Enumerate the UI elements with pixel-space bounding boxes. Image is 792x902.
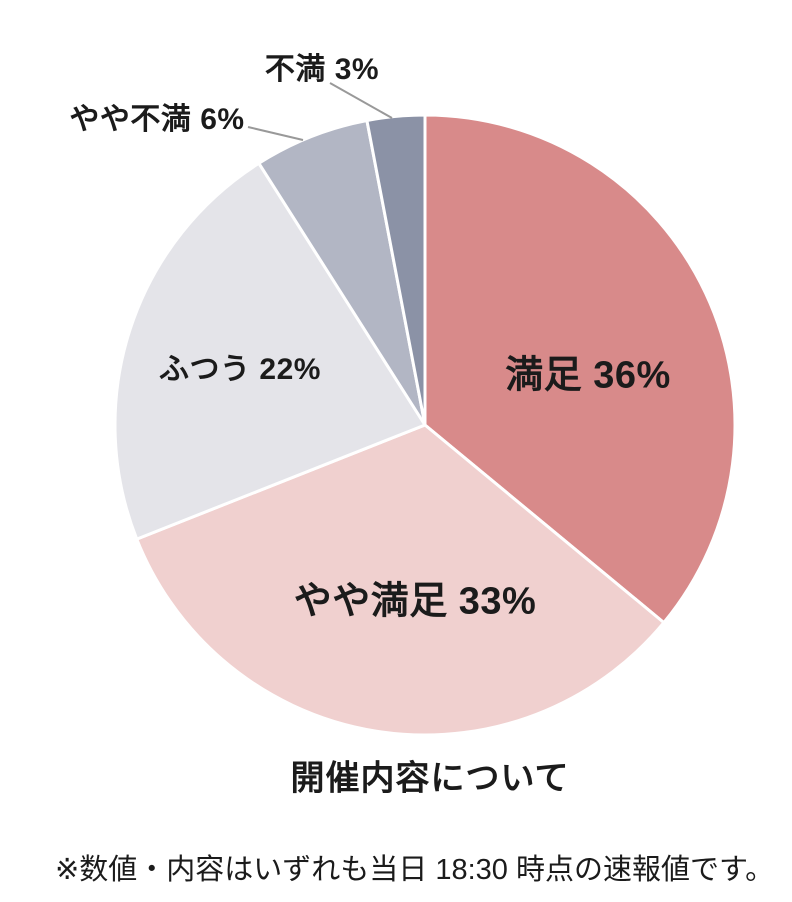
chart-title: 開催内容について bbox=[290, 759, 570, 798]
slice-label-somewhat-satisfied: やや満足 33% bbox=[293, 580, 537, 623]
slice-label-somewhat-dissatisfied: やや不満 6% bbox=[69, 103, 245, 136]
leader-line-dissatisfied bbox=[329, 82, 393, 119]
slice-label-neutral: ふつう 22% bbox=[159, 353, 321, 386]
footnote: ※数値・内容はいずれも当日 18:30 時点の速報値です。 bbox=[55, 854, 775, 886]
pie-slice-satisfied bbox=[423, 113, 737, 625]
leader-line-somewhat-dissatisfied bbox=[247, 126, 304, 141]
pie-slice-somewhat-satisfied bbox=[135, 423, 666, 737]
pie-slice-neutral bbox=[113, 161, 427, 541]
pie-slices bbox=[113, 113, 737, 737]
pie-slice-dissatisfied bbox=[365, 113, 427, 427]
slice-label-satisfied: 満足 36% bbox=[505, 354, 671, 397]
slice-label-dissatisfied: 不満 3% bbox=[264, 53, 380, 86]
